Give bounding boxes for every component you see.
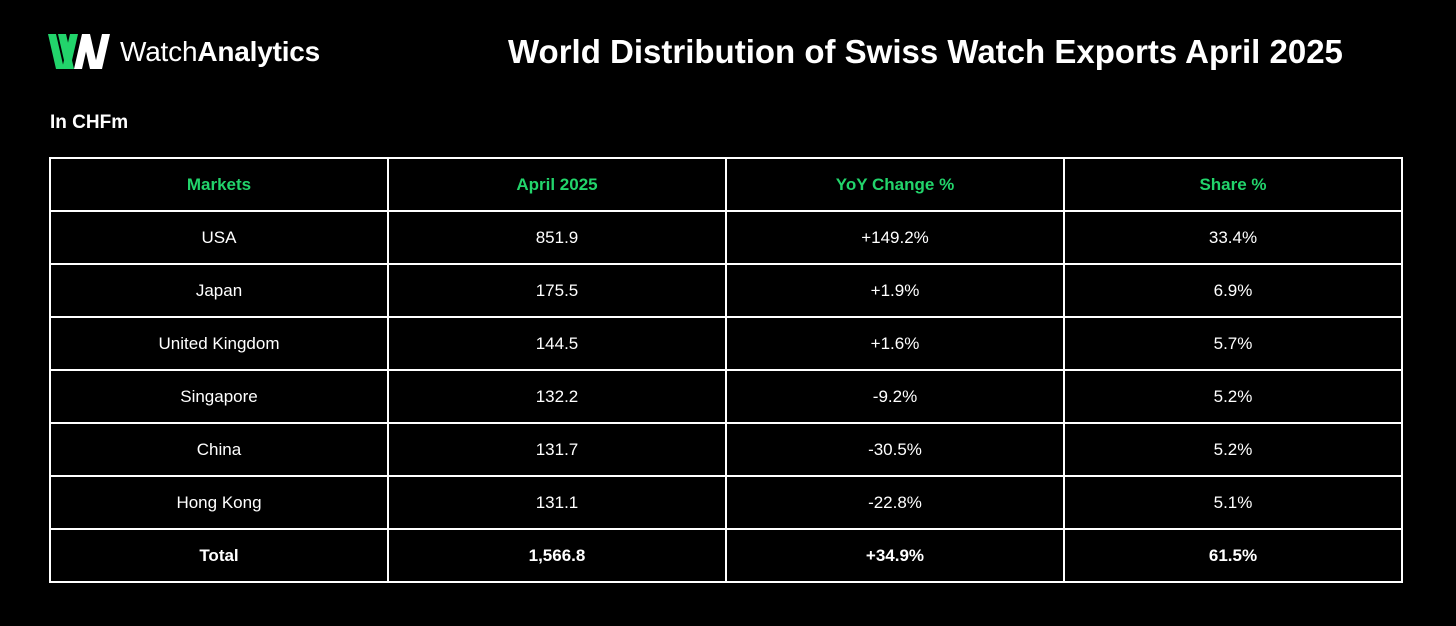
table-row: China 131.7 -30.5% 5.2%	[49, 422, 1403, 477]
share-cell: 5.2%	[1063, 422, 1403, 477]
share-cell: 5.1%	[1063, 475, 1403, 530]
total-row: Total 1,566.8 +34.9% 61.5%	[49, 528, 1403, 583]
header-row: Markets April 2025 YoY Change % Share %	[49, 157, 1403, 212]
unit-label: In CHFm	[50, 112, 129, 133]
column-header-markets: Markets	[49, 157, 389, 212]
share-cell: 33.4%	[1063, 210, 1403, 265]
column-header-yoy-change: YoY Change %	[725, 157, 1065, 212]
market-cell: United Kingdom	[49, 316, 389, 371]
yoy-cell: -9.2%	[725, 369, 1065, 424]
share-cell: 5.2%	[1063, 369, 1403, 424]
market-cell: Hong Kong	[49, 475, 389, 530]
share-cell: 5.7%	[1063, 316, 1403, 371]
total-share-cell: 61.5%	[1063, 528, 1403, 583]
page-title: World Distribution of Swiss Watch Export…	[508, 33, 1343, 70]
value-cell: 131.1	[387, 475, 727, 530]
market-cell: USA	[49, 210, 389, 265]
total-value-cell: 1,566.8	[387, 528, 727, 583]
brand-name-light: Watch	[120, 36, 198, 67]
column-header-share: Share %	[1063, 157, 1403, 212]
table-row: USA 851.9 +149.2% 33.4%	[49, 210, 1403, 265]
column-header-april-2025: April 2025	[387, 157, 727, 212]
value-cell: 144.5	[387, 316, 727, 371]
brand-name-bold: Analytics	[197, 36, 321, 67]
yoy-cell: -22.8%	[725, 475, 1065, 530]
share-cell: 6.9%	[1063, 263, 1403, 318]
value-cell: 131.7	[387, 422, 727, 477]
exports-table: Markets April 2025 YoY Change % Share % …	[49, 157, 1403, 583]
brand-logo: WatchAnalytics	[48, 30, 320, 74]
market-cell: Japan	[49, 263, 389, 318]
market-cell: Singapore	[49, 369, 389, 424]
yoy-cell: +1.9%	[725, 263, 1065, 318]
total-label-cell: Total	[49, 528, 389, 583]
yoy-cell: +149.2%	[725, 210, 1065, 265]
table-row: Hong Kong 131.1 -22.8% 5.1%	[49, 475, 1403, 530]
value-cell: 851.9	[387, 210, 727, 265]
total-yoy-cell: +34.9%	[725, 528, 1065, 583]
table-row: Japan 175.5 +1.9% 6.9%	[49, 263, 1403, 318]
market-cell: China	[49, 422, 389, 477]
table-row: United Kingdom 144.5 +1.6% 5.7%	[49, 316, 1403, 371]
value-cell: 132.2	[387, 369, 727, 424]
table-row: Singapore 132.2 -9.2% 5.2%	[49, 369, 1403, 424]
yoy-cell: -30.5%	[725, 422, 1065, 477]
brand-name: WatchAnalytics	[120, 30, 320, 74]
double-w-logo-icon	[48, 34, 110, 69]
yoy-cell: +1.6%	[725, 316, 1065, 371]
value-cell: 175.5	[387, 263, 727, 318]
